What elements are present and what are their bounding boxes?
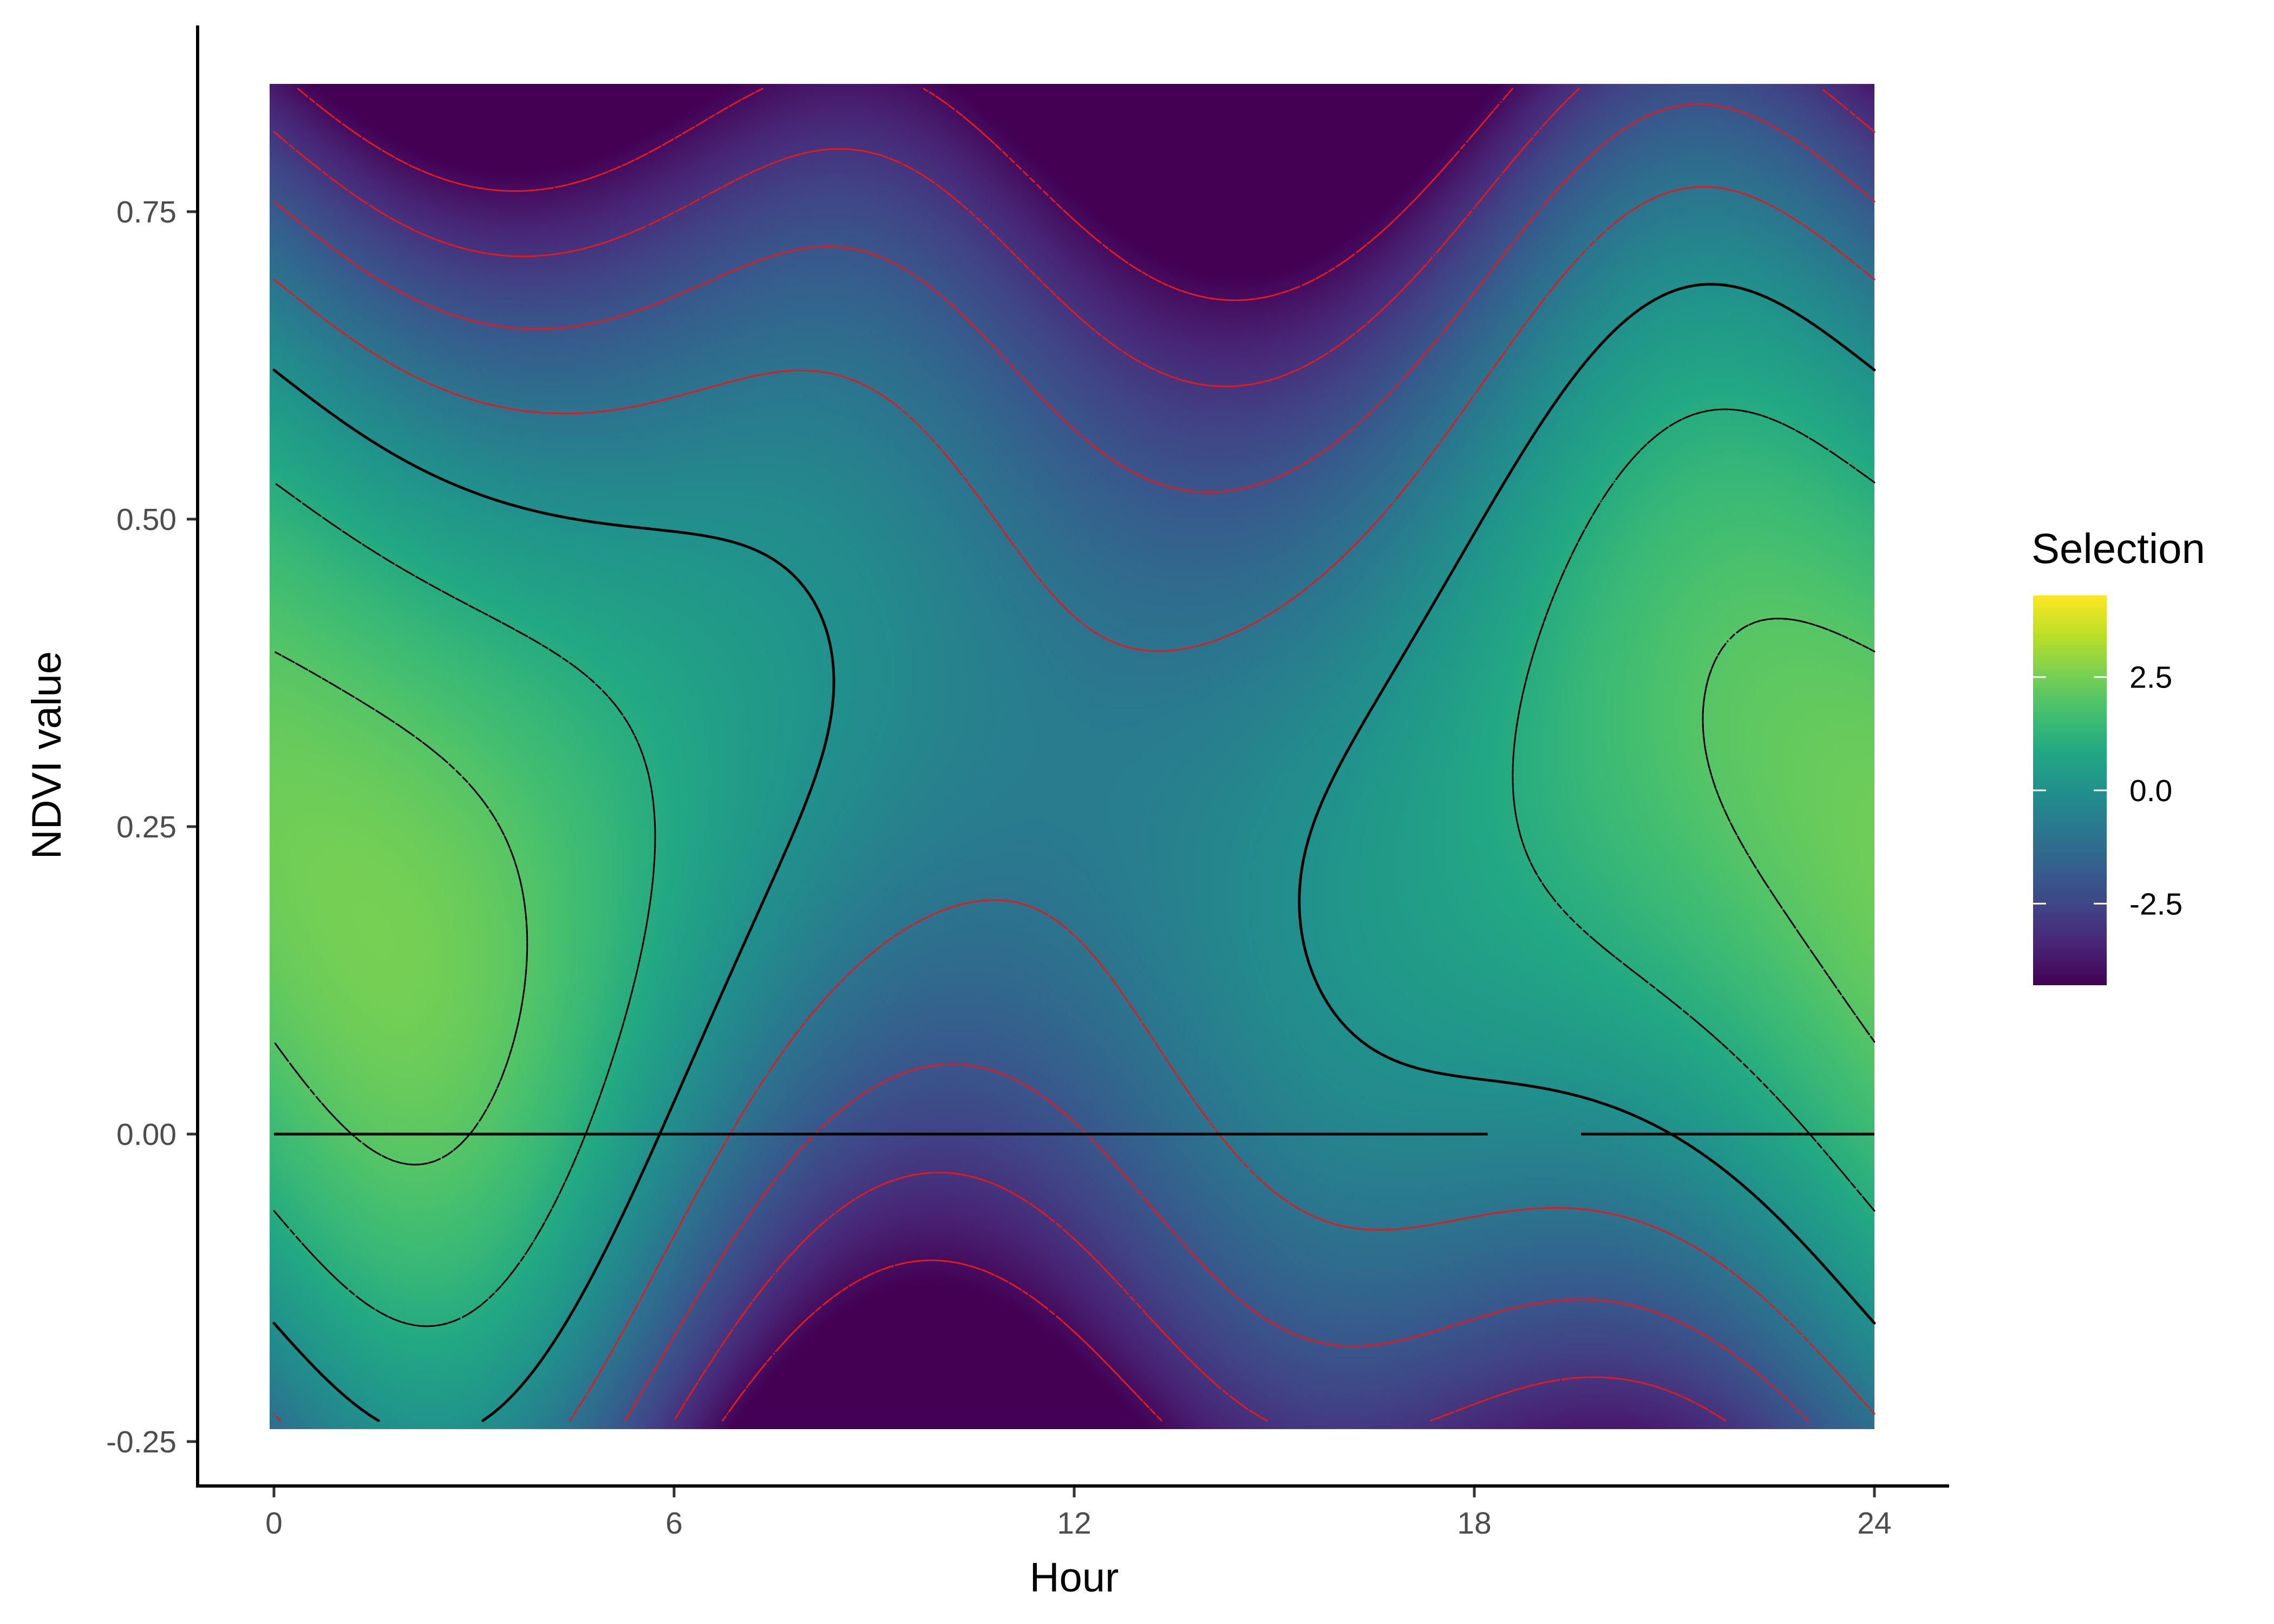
legend-tick-label: 2.5 (2129, 660, 2172, 695)
plot-panel (270, 84, 1876, 1429)
contour-neg-3 (273, 88, 1876, 1422)
x-tick-label: 24 (1857, 1506, 1891, 1541)
legend-ticks: 2.5 0.0 -2.5 (2033, 660, 2182, 921)
contour-neg-2 (273, 103, 1876, 1422)
x-axis-ticks: 0 6 12 18 24 (265, 1488, 1892, 1541)
x-tick-label: 12 (1057, 1506, 1091, 1541)
y-axis-title: NDVI value (24, 651, 70, 859)
legend-tick-label: 0.0 (2129, 774, 2172, 808)
x-tick-label: 6 (665, 1506, 683, 1541)
contour-neg-1 (273, 186, 1876, 1422)
axes: 0 6 12 18 24 -0.25 0.00 0.25 0.50 0.75 Hour NDVI… (24, 25, 1949, 1601)
x-tick-label: 18 (1457, 1506, 1491, 1541)
y-tick-label: -0.25 (106, 1425, 177, 1459)
y-tick-label: 0.75 (116, 195, 177, 230)
contour-pos-1 (273, 408, 1876, 1327)
contour-lines (272, 88, 1876, 1422)
x-tick-label: 0 (265, 1506, 283, 1541)
legend-title: Selection (2031, 525, 2205, 572)
x-axis-title: Hour (1030, 1555, 1119, 1601)
y-tick-label: 0.00 (116, 1117, 177, 1152)
contour-zero (272, 283, 1876, 1422)
contour-pos-2 (273, 618, 1876, 1165)
y-axis-ticks: -0.25 0.00 0.25 0.50 0.75 (106, 195, 196, 1459)
y-tick-label: 0.25 (116, 810, 177, 844)
contour-neg-4 (297, 88, 1513, 1422)
selection-heatmap (270, 84, 1874, 1429)
legend: Selection 2.5 0.0 -2.5 (2031, 525, 2205, 985)
y-tick-label: 0.50 (116, 502, 177, 537)
legend-tick-label: -2.5 (2129, 887, 2182, 921)
